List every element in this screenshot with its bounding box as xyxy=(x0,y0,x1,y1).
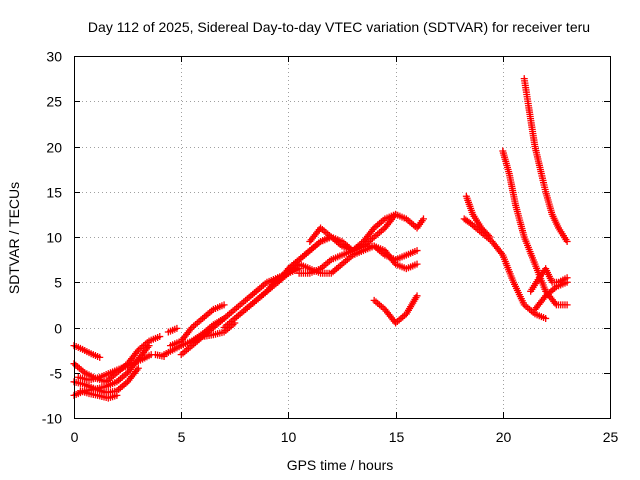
y-tick-label: 30 xyxy=(46,49,62,65)
series-track-6 xyxy=(76,387,121,402)
y-tick-label: 20 xyxy=(46,140,62,156)
series-track-3 xyxy=(70,342,104,361)
y-tick-label: -10 xyxy=(42,411,62,427)
data-marker xyxy=(485,231,493,239)
axis-ticks: 0 5 10 15 20 25 -10 -5 0 5 10 15 20 25 30 xyxy=(42,49,619,446)
data-point xyxy=(486,233,494,241)
data-point xyxy=(113,391,121,399)
x-tick-label: 5 xyxy=(178,429,186,445)
chart-title: Day 112 of 2025, Sidereal Day-to-day VTE… xyxy=(88,19,590,35)
x-tick-label: 0 xyxy=(71,429,79,445)
data-point xyxy=(413,260,421,268)
grid xyxy=(74,56,610,418)
data-point xyxy=(173,324,181,332)
y-tick-label: 10 xyxy=(46,230,62,246)
data-point xyxy=(563,238,571,246)
data-point xyxy=(413,247,421,255)
y-tick-label: 0 xyxy=(54,321,62,337)
data-point xyxy=(563,278,571,286)
data-points xyxy=(70,75,571,402)
y-tick-label: -5 xyxy=(50,366,63,382)
data-point xyxy=(220,301,228,309)
series-track-21 xyxy=(462,192,494,241)
x-tick-label: 20 xyxy=(496,429,512,445)
y-tick-label: 25 xyxy=(46,94,62,110)
data-point xyxy=(419,215,427,223)
series-track-9 xyxy=(164,324,181,336)
series-track-5 xyxy=(74,351,155,384)
x-tick-label: 15 xyxy=(389,429,405,445)
data-point xyxy=(156,333,164,341)
data-point xyxy=(542,314,550,322)
x-tick-label: 10 xyxy=(281,429,297,445)
x-axis-label: GPS time / hours xyxy=(287,457,394,473)
y-tick-label: 5 xyxy=(54,275,62,291)
series-track-19 xyxy=(370,292,421,327)
series-track-23 xyxy=(520,75,571,246)
y-tick-label: 15 xyxy=(46,185,62,201)
data-point xyxy=(563,301,571,309)
series-track-10 xyxy=(166,301,228,350)
data-point xyxy=(134,364,142,372)
series-track-25 xyxy=(531,278,571,313)
y-axis-label: SDTVAR / TECUs xyxy=(6,182,22,294)
data-point xyxy=(96,353,104,361)
data-point xyxy=(413,292,421,300)
x-tick-label: 25 xyxy=(603,429,619,445)
series-track-18 xyxy=(306,210,427,255)
